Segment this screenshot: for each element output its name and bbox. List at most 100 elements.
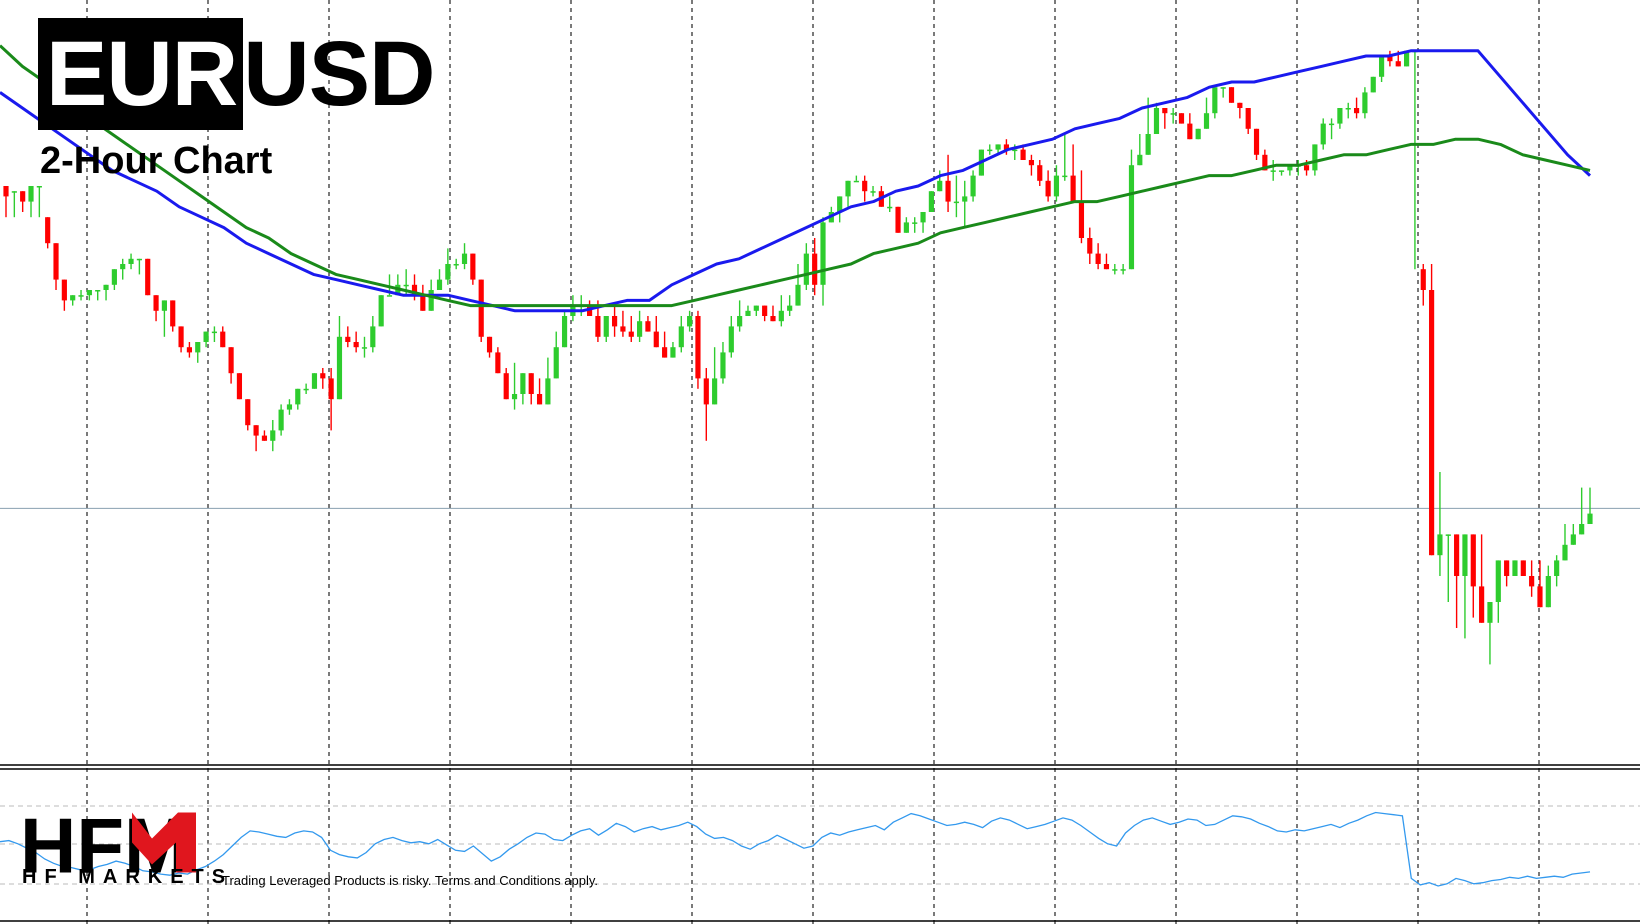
candle-body bbox=[862, 180, 868, 192]
candle-body bbox=[1012, 149, 1018, 152]
candle-body bbox=[270, 430, 276, 441]
candle-body bbox=[778, 310, 784, 322]
oscillator-grid bbox=[0, 805, 1640, 885]
candle-body bbox=[220, 331, 226, 348]
candle-body bbox=[1487, 602, 1493, 623]
candle-body bbox=[128, 258, 134, 264]
candle-body bbox=[1378, 56, 1385, 77]
candle-body bbox=[1470, 534, 1476, 587]
chart-title: EUR USD bbox=[38, 18, 436, 130]
candle-body bbox=[928, 191, 934, 212]
candle-body bbox=[887, 206, 893, 209]
candle-body bbox=[1353, 108, 1360, 114]
candle-body bbox=[1445, 534, 1451, 536]
candle-body bbox=[712, 378, 718, 405]
candle-body bbox=[403, 284, 409, 287]
candle-body bbox=[120, 264, 126, 270]
candle-body bbox=[328, 378, 334, 400]
candle-body bbox=[203, 331, 209, 342]
candle-body bbox=[253, 425, 259, 436]
candle-body bbox=[1537, 586, 1543, 608]
candle-body bbox=[1395, 61, 1401, 67]
candle-body bbox=[845, 180, 851, 197]
candle-body bbox=[787, 305, 793, 311]
candle-body bbox=[420, 295, 426, 311]
candle-body bbox=[353, 342, 359, 348]
candle-body bbox=[1095, 253, 1101, 264]
candle-body bbox=[228, 347, 234, 374]
candle-body bbox=[553, 347, 559, 379]
candle-body bbox=[445, 264, 451, 280]
candle-body bbox=[520, 373, 526, 394]
candle-body bbox=[286, 404, 293, 410]
candle-body bbox=[837, 196, 843, 212]
candle-body bbox=[311, 373, 318, 389]
candle-body bbox=[1237, 102, 1243, 108]
candle-body bbox=[1562, 544, 1568, 561]
candle-body bbox=[36, 186, 42, 188]
candle-body bbox=[678, 326, 684, 348]
candle-body bbox=[1462, 534, 1468, 576]
hfm-logo: HFM bbox=[20, 802, 196, 890]
candle-body bbox=[478, 279, 484, 337]
candle-body bbox=[278, 409, 284, 431]
candle-body bbox=[603, 316, 609, 337]
panel-separator bbox=[0, 764, 1640, 922]
candle-body bbox=[503, 373, 509, 400]
candle-body bbox=[1495, 560, 1501, 602]
candle-body bbox=[662, 347, 668, 358]
candle-body bbox=[1504, 560, 1510, 576]
candle-body bbox=[612, 316, 618, 327]
candle-body bbox=[703, 378, 709, 405]
candle-body bbox=[345, 336, 351, 342]
candle-body bbox=[1328, 123, 1335, 126]
candle-body bbox=[245, 399, 251, 426]
candle-body bbox=[1454, 534, 1460, 576]
candle-body bbox=[545, 378, 551, 405]
candle-body bbox=[111, 269, 117, 285]
candle-body bbox=[1195, 128, 1201, 140]
candle-body bbox=[1320, 123, 1326, 145]
candle-body bbox=[1062, 175, 1068, 178]
candle-body bbox=[920, 212, 926, 223]
candle-body bbox=[153, 295, 159, 311]
candle-body bbox=[495, 352, 501, 374]
oscillator-series bbox=[0, 811, 1591, 887]
candle-body bbox=[1028, 160, 1035, 166]
candle-body bbox=[436, 279, 443, 290]
candle-body bbox=[378, 295, 384, 327]
candle-body bbox=[1520, 560, 1526, 576]
candle-body bbox=[1303, 165, 1310, 171]
candle-body bbox=[620, 326, 626, 332]
candle-body bbox=[161, 300, 167, 311]
candle-body bbox=[1220, 87, 1226, 89]
candle-body bbox=[1278, 170, 1285, 172]
candle-body bbox=[1037, 165, 1043, 181]
candle-body bbox=[28, 186, 34, 202]
logo-red-mark bbox=[132, 812, 196, 873]
candle-body bbox=[511, 394, 518, 400]
candle-body bbox=[1479, 586, 1485, 623]
candle-body bbox=[853, 180, 859, 183]
candle-body bbox=[95, 290, 101, 292]
candle-body bbox=[1228, 87, 1235, 103]
candle-body bbox=[1554, 560, 1560, 576]
candle-body bbox=[1103, 264, 1110, 270]
candle-body bbox=[670, 347, 676, 358]
candle-body bbox=[1437, 534, 1443, 556]
slow-ma-line bbox=[0, 44, 1591, 308]
candle-body bbox=[361, 347, 368, 349]
candle-body bbox=[1312, 144, 1318, 171]
candle-body bbox=[645, 321, 651, 332]
candle-body bbox=[970, 175, 976, 197]
candle-body bbox=[1045, 180, 1051, 197]
candle-body bbox=[186, 347, 192, 353]
candle-body bbox=[1420, 269, 1426, 290]
candle-body bbox=[745, 310, 751, 316]
candle-body bbox=[795, 284, 801, 306]
candle-body bbox=[812, 253, 818, 285]
candle-body bbox=[211, 331, 218, 334]
candle-body bbox=[1387, 56, 1393, 62]
candle-body bbox=[628, 331, 634, 337]
candle-body bbox=[195, 342, 201, 353]
